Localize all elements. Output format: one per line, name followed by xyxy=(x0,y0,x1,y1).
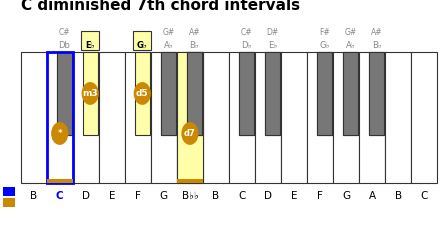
Text: d7: d7 xyxy=(184,129,196,138)
Bar xyxy=(177,52,203,183)
Bar xyxy=(187,52,202,135)
Text: m3: m3 xyxy=(82,89,98,98)
Bar xyxy=(135,52,150,135)
Text: G#: G# xyxy=(162,28,174,37)
Circle shape xyxy=(81,82,99,105)
Bar xyxy=(255,52,281,183)
Bar xyxy=(151,52,177,183)
Bar xyxy=(369,52,384,135)
Text: G: G xyxy=(160,191,168,200)
Bar xyxy=(73,52,99,183)
Bar xyxy=(81,31,99,50)
Bar xyxy=(3,198,15,207)
Text: d5: d5 xyxy=(136,89,149,98)
Text: F: F xyxy=(135,191,141,200)
Bar xyxy=(161,52,176,135)
Text: E♭: E♭ xyxy=(85,41,95,50)
Bar xyxy=(99,52,125,183)
Text: basicmusictheory.com: basicmusictheory.com xyxy=(7,77,11,148)
Text: F#: F# xyxy=(319,28,330,37)
Bar xyxy=(343,52,358,135)
Circle shape xyxy=(51,122,68,145)
Text: B♭: B♭ xyxy=(190,41,199,50)
Text: D♭: D♭ xyxy=(241,41,252,50)
Circle shape xyxy=(181,122,198,145)
Bar xyxy=(411,52,437,183)
Bar xyxy=(177,179,203,183)
Bar xyxy=(359,52,385,183)
Bar xyxy=(133,31,151,50)
Text: C#: C# xyxy=(241,28,252,37)
Text: *: * xyxy=(58,129,62,138)
Bar xyxy=(47,179,73,183)
Text: A#: A# xyxy=(189,28,200,37)
Text: G♭: G♭ xyxy=(137,41,148,50)
Bar xyxy=(47,52,73,183)
Bar xyxy=(203,52,229,183)
Circle shape xyxy=(134,82,151,105)
Text: A: A xyxy=(369,191,376,200)
Bar xyxy=(333,52,359,183)
Text: G: G xyxy=(342,191,350,200)
Bar xyxy=(239,52,254,135)
Text: F: F xyxy=(317,191,323,200)
Bar xyxy=(281,52,307,183)
Bar xyxy=(161,52,176,135)
Text: C: C xyxy=(421,191,428,200)
Bar xyxy=(343,52,358,135)
Text: C: C xyxy=(238,191,246,200)
Bar xyxy=(47,52,73,183)
Text: E: E xyxy=(109,191,115,200)
Bar xyxy=(177,179,203,183)
Bar xyxy=(83,52,98,135)
Text: D#: D# xyxy=(266,28,279,37)
Bar xyxy=(229,52,255,183)
Bar xyxy=(187,52,202,135)
Text: A♭: A♭ xyxy=(346,41,356,50)
Text: C#: C# xyxy=(59,28,70,37)
Text: B: B xyxy=(213,191,220,200)
Text: D: D xyxy=(264,191,272,200)
Text: E♭: E♭ xyxy=(268,41,277,50)
Bar xyxy=(307,52,333,183)
Bar xyxy=(57,52,72,135)
Bar xyxy=(57,52,72,135)
Bar xyxy=(265,52,280,135)
Bar xyxy=(3,187,15,196)
Bar xyxy=(265,52,280,135)
Text: C diminished 7th chord intervals: C diminished 7th chord intervals xyxy=(21,0,300,13)
Text: B♭: B♭ xyxy=(372,41,381,50)
Text: A♭: A♭ xyxy=(163,41,173,50)
Bar xyxy=(369,52,384,135)
Bar xyxy=(239,52,254,135)
Bar xyxy=(385,52,411,183)
Text: G♭: G♭ xyxy=(319,41,330,50)
Text: A#: A# xyxy=(371,28,382,37)
Text: C: C xyxy=(56,191,63,200)
Text: B: B xyxy=(30,191,37,200)
Text: Db: Db xyxy=(58,41,70,50)
Text: B: B xyxy=(395,191,402,200)
Bar xyxy=(317,52,332,135)
Bar xyxy=(21,52,47,183)
Text: D: D xyxy=(82,191,90,200)
Text: G#: G# xyxy=(345,28,357,37)
Text: E: E xyxy=(291,191,297,200)
Bar xyxy=(317,52,332,135)
Bar xyxy=(125,52,151,183)
Bar xyxy=(177,52,203,183)
Text: B♭♭: B♭♭ xyxy=(182,191,198,200)
